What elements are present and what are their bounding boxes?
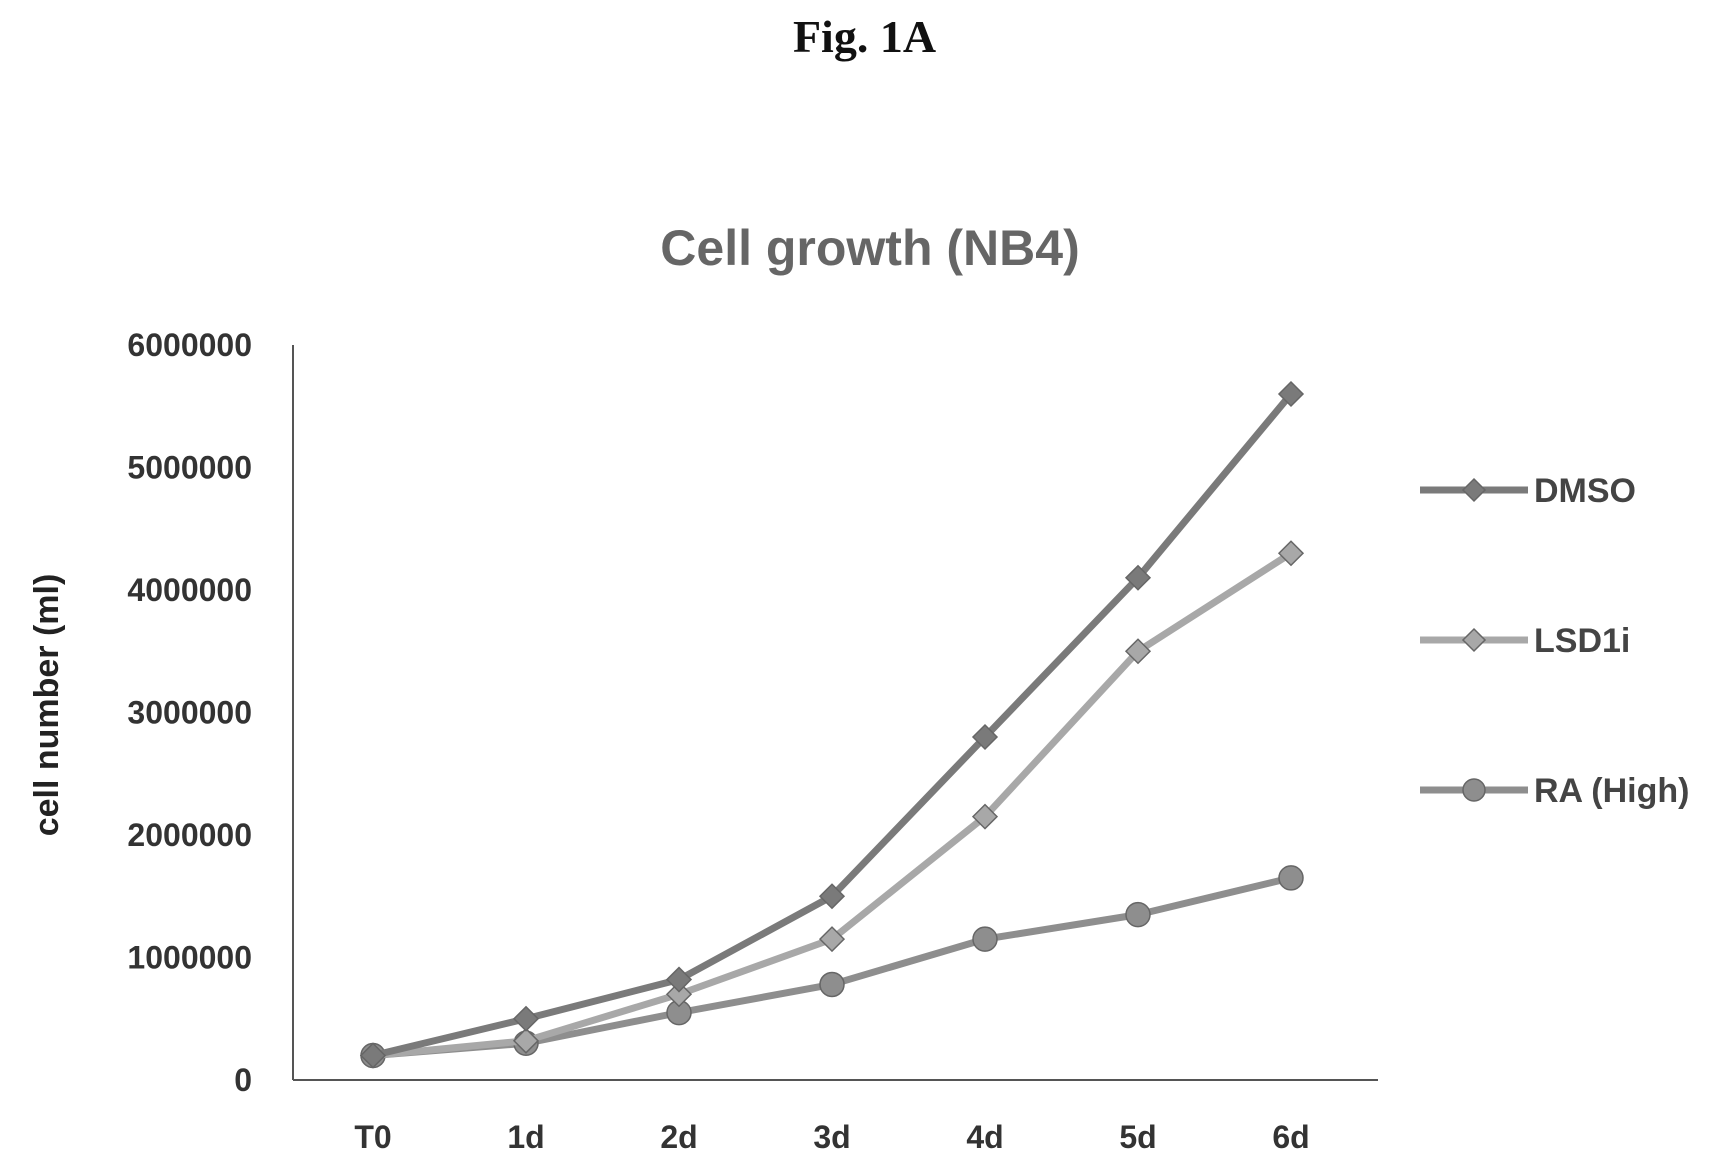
y-tick-label: 6000000 [127, 327, 252, 363]
legend-marker [1461, 477, 1487, 503]
figure-caption: Fig. 1A [792, 11, 937, 62]
x-tick-label: T0 [354, 1119, 391, 1155]
y-tick-label: 3000000 [127, 695, 252, 731]
chart-title: Cell growth (NB4) [660, 220, 1079, 276]
legend-marker [1462, 778, 1486, 802]
data-point [1125, 901, 1151, 928]
data-point [665, 981, 693, 1008]
data-point [972, 926, 998, 952]
data-point [1278, 865, 1304, 891]
x-tick-label: 3d [813, 1119, 850, 1155]
legend-marker [1461, 627, 1487, 653]
x-tick-label: 4d [966, 1119, 1003, 1155]
y-axis-label: cell number (ml) [28, 574, 66, 837]
data-point [665, 966, 693, 993]
data-point [359, 1042, 387, 1069]
x-tick-label: 5d [1119, 1119, 1156, 1155]
data-point [971, 803, 999, 830]
data-point [1124, 564, 1152, 591]
data-point [818, 926, 846, 953]
legend-label: RA (High) [1534, 772, 1689, 810]
data-point [1277, 540, 1305, 567]
y-tick-label: 4000000 [127, 572, 252, 608]
x-tick-label: 1d [507, 1119, 544, 1155]
x-tick-label: 2d [660, 1119, 697, 1155]
x-tick-labels: T0 1d 2d 3d 4d 5d 6d [354, 1119, 1309, 1155]
data-point [1277, 380, 1305, 408]
y-tick-label: 1000000 [127, 940, 252, 976]
x-tick-label: 6d [1272, 1119, 1309, 1155]
data-point [512, 1027, 540, 1054]
y-tick-label: 0 [234, 1062, 252, 1098]
legend: DMSO LSD1i RA (High) [1420, 472, 1689, 810]
y-tick-label: 2000000 [127, 817, 252, 853]
legend-label: DMSO [1534, 472, 1636, 510]
data-point [819, 971, 845, 998]
data-point [971, 723, 999, 751]
series-line [372, 391, 1294, 1059]
series-layer [359, 380, 1305, 1069]
data-point [512, 1005, 540, 1032]
y-tick-label: 5000000 [127, 450, 252, 486]
y-tick-labels: 0 1000000 2000000 3000000 4000000 5000000 6000… [127, 327, 252, 1098]
data-point [1124, 638, 1152, 665]
legend-label: LSD1i [1534, 622, 1630, 660]
data-point [818, 883, 846, 910]
